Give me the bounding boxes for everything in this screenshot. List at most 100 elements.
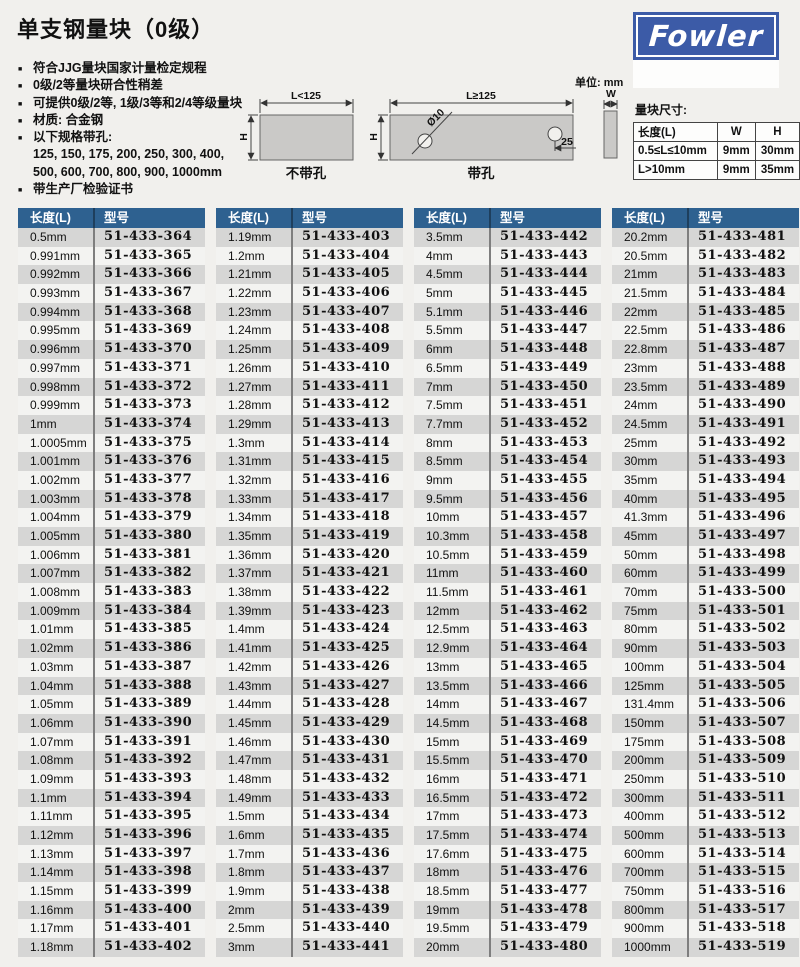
length-value: 1.007mm [30,566,81,581]
table-row: 0.992mm 51-433-366 [18,265,205,285]
table-row: 1.25mm 51-433-409 [216,340,403,359]
table-row: 1.3mm 51-433-414 [216,433,403,453]
model-number: 51-433-465 [489,657,601,677]
length-value: 14mm [426,697,460,712]
table-row: 1.49mm 51-433-433 [216,788,403,808]
model-number: 51-433-373 [93,396,205,415]
model-number: 51-433-458 [489,527,601,546]
model-number: 51-433-464 [489,639,601,658]
model-number: 51-433-449 [489,358,601,378]
model-number: 51-433-385 [93,620,205,640]
length-value: 20mm [426,940,460,955]
model-tables: 长度(L) 型号 0.5mm 51-433-364 0.991mm 51-433-36… [18,208,799,957]
model-number: 51-433-486 [687,321,799,341]
model-number: 51-433-375 [93,433,205,453]
model-number: 51-433-471 [489,769,601,789]
model-number: 51-433-510 [687,769,799,789]
model-number: 51-433-446 [489,302,601,322]
table-row: 1.001mm 51-433-376 [18,452,205,471]
length-value: 15mm [426,734,460,749]
length-value: 1.009mm [30,603,81,618]
model-number: 51-433-502 [687,620,799,640]
table-row: 1.4mm 51-433-424 [216,620,403,640]
length-value: 21.5mm [624,286,668,301]
length-value: 1.1mm [30,790,67,805]
table-row: 5.5mm 51-433-447 [414,321,601,341]
length-value: 1.28mm [228,398,272,413]
model-number: 51-433-428 [291,695,403,714]
length-value: 19mm [426,902,460,917]
length-value: 24mm [624,398,658,413]
table-row: 1.27mm 51-433-411 [216,377,403,397]
length-value: 1.32mm [228,472,272,487]
model-number: 51-433-427 [291,676,403,696]
table-row: 175mm 51-433-508 [612,732,799,752]
table-row: 24.5mm 51-433-491 [612,414,799,434]
table-row: 6.5mm 51-433-449 [414,358,601,378]
table-row: 1mm 51-433-374 [18,414,205,434]
model-number: 51-433-454 [489,452,601,471]
model-number: 51-433-370 [93,340,205,359]
length-value: 1.27mm [228,379,272,394]
length-value: 150mm [624,715,665,730]
model-number: 51-433-395 [93,807,205,826]
table-row: 1.45mm 51-433-429 [216,713,403,733]
length-value: 1.2mm [228,248,265,263]
table-row: 1.33mm 51-433-417 [216,489,403,509]
length-value: 1.37mm [228,566,272,581]
table-row: 1.35mm 51-433-419 [216,527,403,546]
model-number: 51-433-509 [687,751,799,770]
size-header-h: H [754,122,800,142]
length-value: 40mm [624,491,658,506]
table-row: 19mm 51-433-478 [414,900,601,920]
model-number: 51-433-374 [93,414,205,434]
model-number: 51-433-503 [687,639,799,658]
length-value: 1.33mm [228,491,272,506]
table-row: 40mm 51-433-495 [612,489,799,509]
length-value: 8.5mm [426,454,463,469]
table-row: 1.18mm 51-433-402 [18,938,205,957]
table-row: 1.002mm 51-433-377 [18,470,205,490]
length-value: 1.08mm [30,753,74,768]
length-value: 175mm [624,734,665,749]
size-table-title: 量块尺寸: [635,103,687,117]
table-row: 0.998mm 51-433-372 [18,377,205,397]
length-value: 1.7mm [228,846,265,861]
table-row: 24mm 51-433-490 [612,396,799,415]
table-row: 7.7mm 51-433-452 [414,414,601,434]
model-number: 51-433-455 [489,470,601,490]
table-row: 9mm 51-433-455 [414,470,601,490]
model-number: 51-433-414 [291,433,403,453]
table-row: 500mm 51-433-513 [612,826,799,845]
length-value: 800mm [624,902,665,917]
length-value: 16.5mm [426,790,470,805]
table-body: 3.5mm 51-433-442 4mm 51-433-443 4.5mm 51-433-… [414,228,601,957]
table-row: 23mm 51-433-488 [612,358,799,378]
length-value: 23.5mm [624,379,668,394]
table-row: 1.11mm 51-433-395 [18,807,205,826]
table-row: 1.31mm 51-433-415 [216,452,403,471]
model-number: 51-433-484 [687,284,799,303]
model-number: 51-433-495 [687,489,799,509]
table-row: 80mm 51-433-502 [612,620,799,640]
length-value: 11.5mm [426,585,469,600]
model-number: 51-433-393 [93,769,205,789]
table-row: 1.19mm 51-433-403 [216,228,403,247]
length-value: 1.45mm [228,715,272,730]
table-row: 1.36mm 51-433-420 [216,545,403,565]
length-value: 6mm [426,342,453,357]
table-row: 5.1mm 51-433-446 [414,302,601,322]
length-value: 1.9mm [228,884,265,899]
length-value: 50mm [624,547,658,562]
model-number: 51-433-423 [291,601,403,621]
length-value: 1.25mm [228,342,272,357]
table-row: 11mm 51-433-460 [414,564,601,584]
length-value: 1.11mm [30,809,73,824]
length-value: 1.31mm [228,454,272,469]
table-row: 4.5mm 51-433-444 [414,265,601,285]
table-body: 1.19mm 51-433-403 1.2mm 51-433-404 1.21mm 51-… [216,228,403,957]
model-number: 51-433-508 [687,732,799,752]
length-value: 600mm [624,846,665,861]
table-row: 0.991mm 51-433-365 [18,246,205,266]
length-value: 16mm [426,771,460,786]
